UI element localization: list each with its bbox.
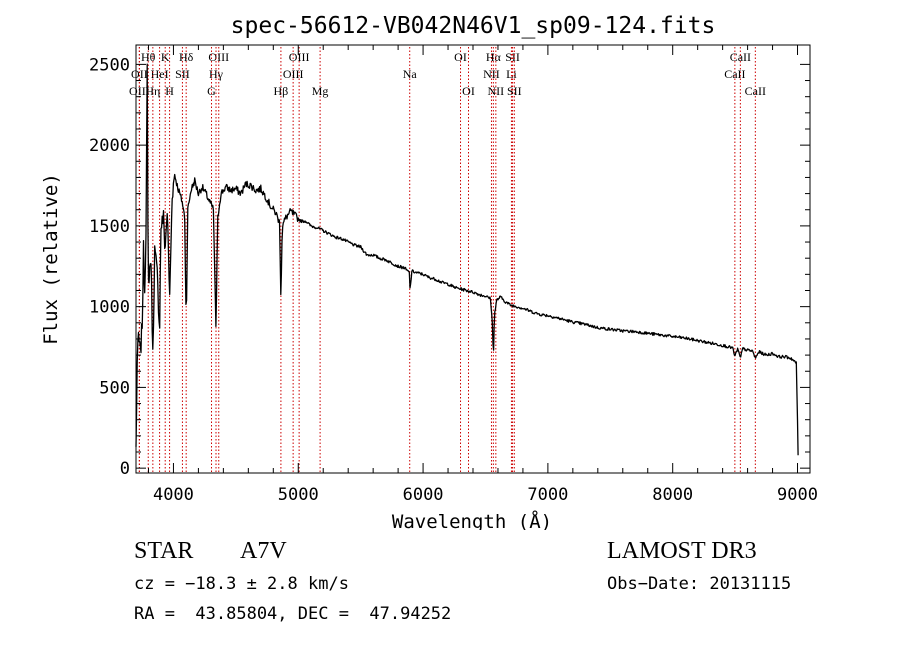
marker-label-18: OI (462, 84, 475, 98)
marker-label-14: OIII (283, 67, 304, 81)
marker-label-9: OIII (208, 50, 229, 64)
marker-label-8: Hδ (179, 50, 194, 64)
y-tick-label-5: 2500 (89, 55, 130, 75)
spectrum-chart: spec-56612-VB042N46V1_sp09-124.fits Wave… (40, 13, 818, 530)
marker-label-4: HeI (151, 67, 169, 81)
marker-label-25: CaII (730, 50, 751, 64)
marker-label-20: NII (483, 67, 500, 81)
x-tick-label-4: 8000 (652, 485, 693, 505)
marker-label-13: OIII (289, 50, 310, 64)
marker-label-1: OII (131, 67, 148, 81)
redshift-value: cz = −18.3 ± 2.8 km/s (134, 574, 349, 594)
chart-title: spec-56612-VB042N46V1_sp09-124.fits (231, 13, 716, 39)
y-axis-label: Flux (relative) (40, 173, 62, 345)
marker-label-12: Hβ (274, 84, 289, 98)
plot-frame (135, 44, 811, 474)
x-tick-label-2: 6000 (403, 485, 444, 505)
x-tick-label-1: 5000 (278, 485, 319, 505)
axis-ticks: 4000 5000 6000 7000 8000 9000 0 500 1000 1500 2000… (89, 45, 818, 505)
marker-label-0: Hθ (141, 50, 156, 64)
spectrum-series-line (135, 63, 799, 456)
survey-name: LAMOST DR3 (607, 538, 757, 564)
marker-label-24: SII (507, 84, 522, 98)
object-class: STAR (134, 538, 194, 564)
x-axis-label: Wavelength (Å) (392, 510, 552, 530)
marker-label-2: OIII (129, 84, 150, 98)
coordinates: RA = 43.85804, DEC = 47.94252 (134, 604, 452, 624)
object-subclass: A7V (240, 538, 287, 564)
marker-label-22: SII (505, 50, 520, 64)
y-tick-label-4: 2000 (89, 136, 130, 156)
x-tick-label-3: 7000 (527, 485, 568, 505)
marker-label-10: Hγ (209, 67, 224, 81)
marker-label-6: SII (175, 67, 190, 81)
marker-label-27: CaII (745, 84, 766, 98)
marker-label-5: Hη (145, 84, 160, 98)
y-tick-label-3: 1500 (89, 217, 130, 237)
marker-label-16: Na (403, 67, 418, 81)
marker-label-15: Mg (312, 84, 329, 98)
marker-label-26: CaII (724, 67, 745, 81)
y-tick-label-2: 1000 (89, 298, 130, 318)
marker-label-19: Hα (486, 50, 502, 64)
x-tick-label-5: 9000 (777, 485, 818, 505)
marker-label-17: OI (454, 50, 467, 64)
y-tick-label-0: 0 (120, 459, 130, 479)
y-tick-label-1: 500 (99, 378, 130, 398)
marker-label-21: NII (488, 84, 505, 98)
marker-label-11: G (207, 84, 216, 98)
x-tick-label-0: 4000 (153, 485, 194, 505)
observation-date: Obs−Date: 20131115 (607, 574, 792, 594)
marker-label-23: Li (506, 67, 517, 81)
marker-label-7: H (165, 84, 174, 98)
marker-label-3: K (161, 50, 170, 64)
